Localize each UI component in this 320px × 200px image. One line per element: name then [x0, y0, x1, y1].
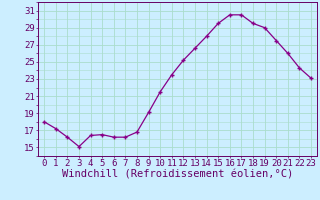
X-axis label: Windchill (Refroidissement éolien,°C): Windchill (Refroidissement éolien,°C) — [62, 170, 293, 180]
